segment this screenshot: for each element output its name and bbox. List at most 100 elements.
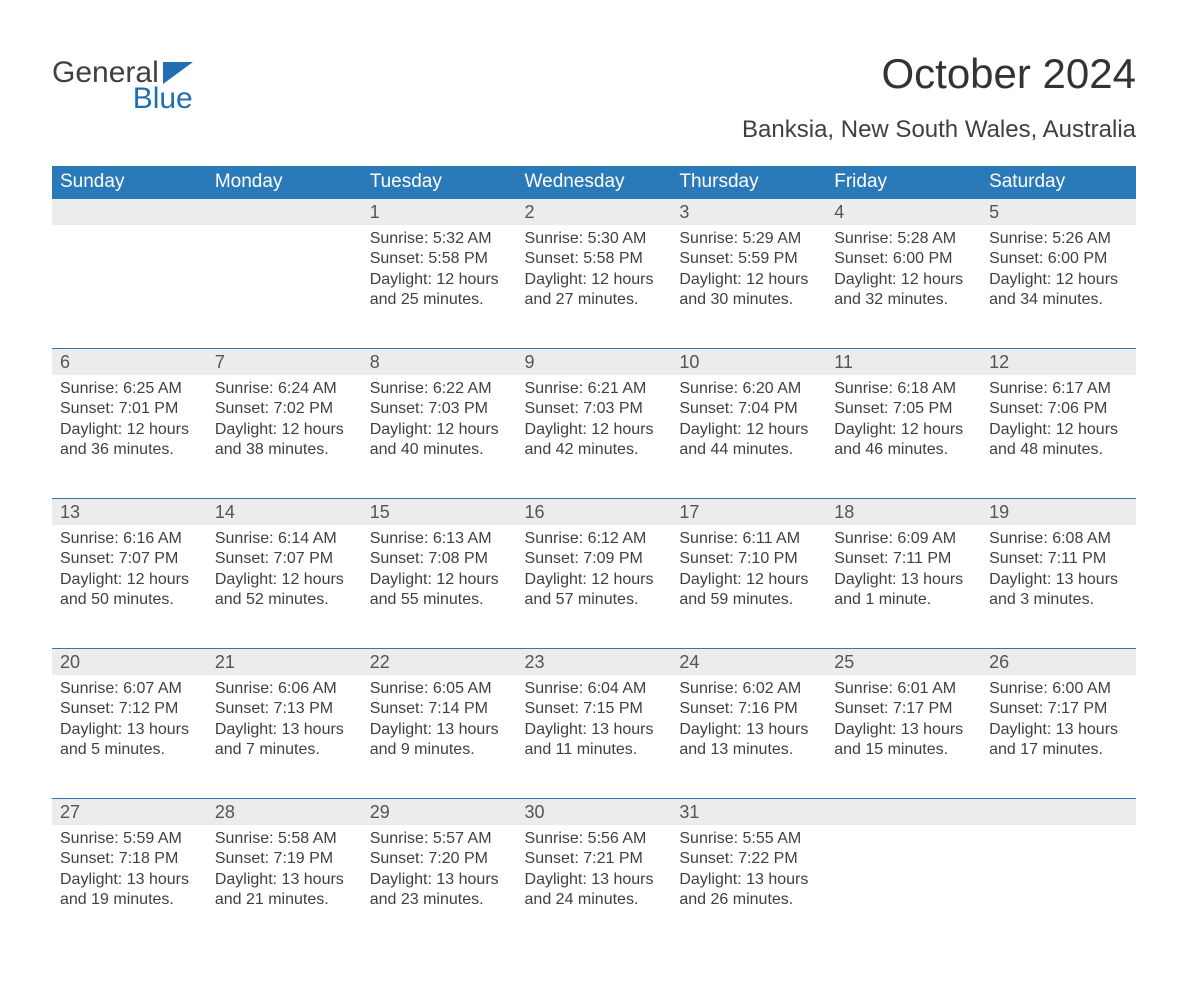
sunset-text: Sunset: 7:11 PM bbox=[989, 549, 1128, 569]
day-cell: 4Sunrise: 5:28 AMSunset: 6:00 PMDaylight… bbox=[826, 198, 981, 348]
sunset-text: Sunset: 7:19 PM bbox=[215, 849, 354, 869]
daylight-text: Daylight: 13 hours and 7 minutes. bbox=[215, 720, 354, 761]
day-number: 16 bbox=[517, 499, 672, 525]
calendar-cell: 18Sunrise: 6:09 AMSunset: 7:11 PMDayligh… bbox=[826, 498, 981, 648]
location: Banksia, New South Wales, Australia bbox=[742, 116, 1136, 144]
sunrise-text: Sunrise: 6:11 AM bbox=[679, 529, 818, 549]
sunrise-text: Sunrise: 6:18 AM bbox=[834, 379, 973, 399]
day-details: Sunrise: 6:08 AMSunset: 7:11 PMDaylight:… bbox=[981, 525, 1136, 615]
sunrise-text: Sunrise: 6:08 AM bbox=[989, 529, 1128, 549]
day-number: 20 bbox=[52, 649, 207, 675]
day-number: 8 bbox=[362, 349, 517, 375]
day-details: Sunrise: 5:56 AMSunset: 7:21 PMDaylight:… bbox=[517, 825, 672, 915]
day-details: Sunrise: 6:22 AMSunset: 7:03 PMDaylight:… bbox=[362, 375, 517, 465]
day-number: 27 bbox=[52, 799, 207, 825]
sunset-text: Sunset: 7:02 PM bbox=[215, 399, 354, 419]
day-cell: 1Sunrise: 5:32 AMSunset: 5:58 PMDaylight… bbox=[362, 198, 517, 348]
day-details: Sunrise: 6:16 AMSunset: 7:07 PMDaylight:… bbox=[52, 525, 207, 615]
daylight-text: Daylight: 12 hours and 34 minutes. bbox=[989, 270, 1128, 311]
day-cell: 12Sunrise: 6:17 AMSunset: 7:06 PMDayligh… bbox=[981, 348, 1136, 498]
weekday-header: Thursday bbox=[671, 166, 826, 198]
day-cell: 9Sunrise: 6:21 AMSunset: 7:03 PMDaylight… bbox=[517, 348, 672, 498]
sunset-text: Sunset: 7:11 PM bbox=[834, 549, 973, 569]
sunset-text: Sunset: 7:07 PM bbox=[215, 549, 354, 569]
day-cell bbox=[207, 198, 362, 348]
day-cell: 3Sunrise: 5:29 AMSunset: 5:59 PMDaylight… bbox=[671, 198, 826, 348]
title-block: October 2024 Banksia, New South Wales, A… bbox=[742, 50, 1136, 144]
daylight-text: Daylight: 13 hours and 17 minutes. bbox=[989, 720, 1128, 761]
day-cell: 23Sunrise: 6:04 AMSunset: 7:15 PMDayligh… bbox=[517, 648, 672, 798]
day-details: Sunrise: 6:14 AMSunset: 7:07 PMDaylight:… bbox=[207, 525, 362, 615]
day-details: Sunrise: 6:13 AMSunset: 7:08 PMDaylight:… bbox=[362, 525, 517, 615]
daylight-text: Daylight: 12 hours and 52 minutes. bbox=[215, 570, 354, 611]
calendar-header-row: SundayMondayTuesdayWednesdayThursdayFrid… bbox=[52, 166, 1136, 198]
calendar-cell: 14Sunrise: 6:14 AMSunset: 7:07 PMDayligh… bbox=[207, 498, 362, 648]
sunrise-text: Sunrise: 5:32 AM bbox=[370, 229, 509, 249]
daylight-text: Daylight: 13 hours and 5 minutes. bbox=[60, 720, 199, 761]
day-cell: 28Sunrise: 5:58 AMSunset: 7:19 PMDayligh… bbox=[207, 798, 362, 948]
calendar-cell bbox=[207, 198, 362, 348]
sunset-text: Sunset: 5:59 PM bbox=[679, 249, 818, 269]
day-details: Sunrise: 6:20 AMSunset: 7:04 PMDaylight:… bbox=[671, 375, 826, 465]
sunrise-text: Sunrise: 6:05 AM bbox=[370, 679, 509, 699]
calendar-week-row: 27Sunrise: 5:59 AMSunset: 7:18 PMDayligh… bbox=[52, 798, 1136, 948]
day-number: 26 bbox=[981, 649, 1136, 675]
calendar-cell: 23Sunrise: 6:04 AMSunset: 7:15 PMDayligh… bbox=[517, 648, 672, 798]
day-number bbox=[826, 799, 981, 825]
calendar-cell: 15Sunrise: 6:13 AMSunset: 7:08 PMDayligh… bbox=[362, 498, 517, 648]
sunset-text: Sunset: 7:01 PM bbox=[60, 399, 199, 419]
sunrise-text: Sunrise: 5:30 AM bbox=[525, 229, 664, 249]
logo: General Blue bbox=[52, 50, 193, 114]
weekday-header: Tuesday bbox=[362, 166, 517, 198]
day-number bbox=[52, 199, 207, 225]
day-cell: 27Sunrise: 5:59 AMSunset: 7:18 PMDayligh… bbox=[52, 798, 207, 948]
sunrise-text: Sunrise: 6:09 AM bbox=[834, 529, 973, 549]
daylight-text: Daylight: 12 hours and 32 minutes. bbox=[834, 270, 973, 311]
day-details: Sunrise: 6:17 AMSunset: 7:06 PMDaylight:… bbox=[981, 375, 1136, 465]
calendar-cell: 16Sunrise: 6:12 AMSunset: 7:09 PMDayligh… bbox=[517, 498, 672, 648]
sunrise-text: Sunrise: 6:13 AM bbox=[370, 529, 509, 549]
day-number bbox=[981, 799, 1136, 825]
sunset-text: Sunset: 7:03 PM bbox=[525, 399, 664, 419]
calendar-week-row: 1Sunrise: 5:32 AMSunset: 5:58 PMDaylight… bbox=[52, 198, 1136, 348]
calendar-page: General Blue October 2024 Banksia, New S… bbox=[0, 0, 1188, 988]
daylight-text: Daylight: 13 hours and 19 minutes. bbox=[60, 870, 199, 911]
day-details: Sunrise: 5:30 AMSunset: 5:58 PMDaylight:… bbox=[517, 225, 672, 315]
sunset-text: Sunset: 7:04 PM bbox=[679, 399, 818, 419]
sunset-text: Sunset: 7:14 PM bbox=[370, 699, 509, 719]
sunset-text: Sunset: 7:09 PM bbox=[525, 549, 664, 569]
day-number: 19 bbox=[981, 499, 1136, 525]
day-number: 14 bbox=[207, 499, 362, 525]
calendar-cell: 29Sunrise: 5:57 AMSunset: 7:20 PMDayligh… bbox=[362, 798, 517, 948]
daylight-text: Daylight: 12 hours and 36 minutes. bbox=[60, 420, 199, 461]
day-number: 12 bbox=[981, 349, 1136, 375]
daylight-text: Daylight: 12 hours and 25 minutes. bbox=[370, 270, 509, 311]
calendar-cell: 13Sunrise: 6:16 AMSunset: 7:07 PMDayligh… bbox=[52, 498, 207, 648]
day-details bbox=[207, 225, 362, 265]
day-details: Sunrise: 6:25 AMSunset: 7:01 PMDaylight:… bbox=[52, 375, 207, 465]
day-details bbox=[981, 825, 1136, 865]
sunset-text: Sunset: 5:58 PM bbox=[525, 249, 664, 269]
calendar-week-row: 20Sunrise: 6:07 AMSunset: 7:12 PMDayligh… bbox=[52, 648, 1136, 798]
calendar-cell: 7 Sunrise: 6:24 AMSunset: 7:02 PMDaylight… bbox=[207, 348, 362, 498]
daylight-text: Daylight: 12 hours and 55 minutes. bbox=[370, 570, 509, 611]
calendar-cell: 24Sunrise: 6:02 AMSunset: 7:16 PMDayligh… bbox=[671, 648, 826, 798]
sunrise-text: Sunrise: 6:24 AM bbox=[215, 379, 354, 399]
daylight-text: Daylight: 12 hours and 38 minutes. bbox=[215, 420, 354, 461]
sunset-text: Sunset: 7:07 PM bbox=[60, 549, 199, 569]
calendar-cell: 22Sunrise: 6:05 AMSunset: 7:14 PMDayligh… bbox=[362, 648, 517, 798]
day-number: 17 bbox=[671, 499, 826, 525]
day-details bbox=[52, 225, 207, 265]
calendar-cell: 27Sunrise: 5:59 AMSunset: 7:18 PMDayligh… bbox=[52, 798, 207, 948]
day-details: Sunrise: 6:18 AMSunset: 7:05 PMDaylight:… bbox=[826, 375, 981, 465]
page-header: General Blue October 2024 Banksia, New S… bbox=[52, 50, 1136, 144]
day-number: 7 bbox=[207, 349, 362, 375]
day-number: 5 bbox=[981, 199, 1136, 225]
day-details: Sunrise: 5:58 AMSunset: 7:19 PMDaylight:… bbox=[207, 825, 362, 915]
day-cell: 29Sunrise: 5:57 AMSunset: 7:20 PMDayligh… bbox=[362, 798, 517, 948]
day-number: 11 bbox=[826, 349, 981, 375]
day-details: Sunrise: 6:05 AMSunset: 7:14 PMDaylight:… bbox=[362, 675, 517, 765]
day-details: Sunrise: 6:04 AMSunset: 7:15 PMDaylight:… bbox=[517, 675, 672, 765]
sunrise-text: Sunrise: 6:16 AM bbox=[60, 529, 199, 549]
weekday-header: Monday bbox=[207, 166, 362, 198]
